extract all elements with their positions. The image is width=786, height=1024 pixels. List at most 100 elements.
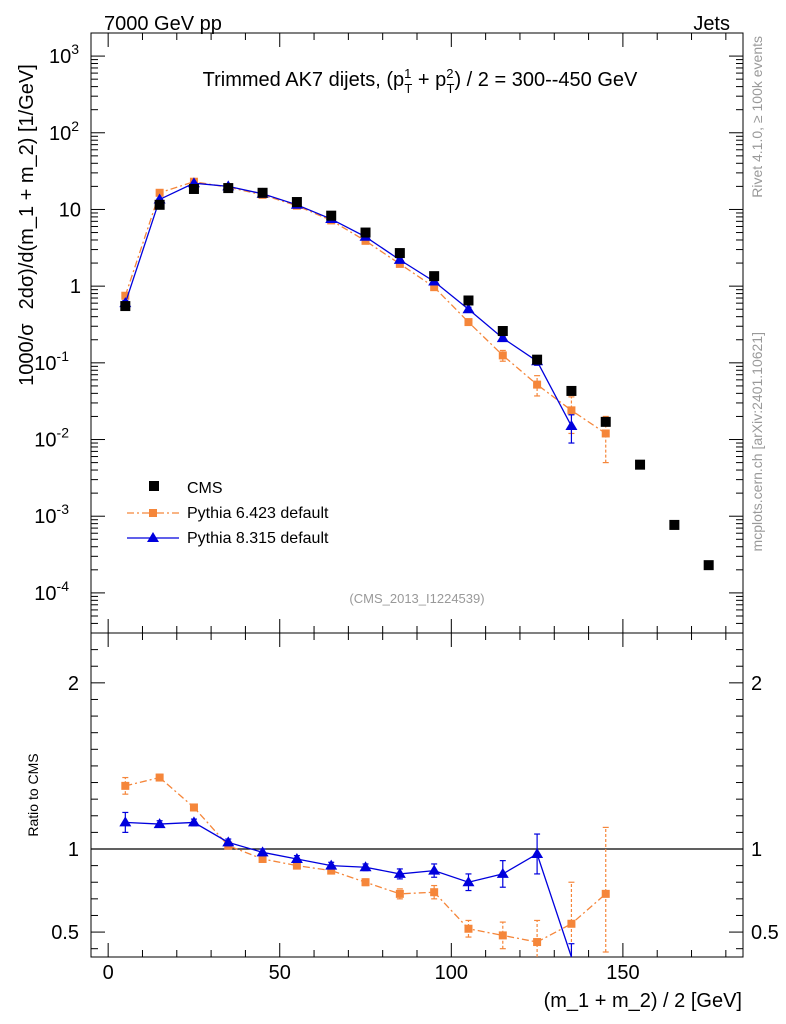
y-label-prefix: 1000/σ: [16, 323, 38, 386]
ratio-pythia6-marker: [258, 854, 267, 863]
ratio-pythia6-marker: [533, 938, 542, 947]
main-axes: 10-4 10-3 10-2 10-1 1 10 102 103: [34, 32, 743, 634]
pythia6-marker: [361, 236, 370, 245]
legend-pythia8-label: Pythia 8.315 default: [187, 530, 329, 547]
ratio-pythia8-marker: [496, 867, 509, 878]
ratio-pythia6-marker: [498, 931, 507, 940]
ratio-pythia8-marker: [222, 836, 235, 847]
pythia6-marker: [155, 188, 164, 197]
ratio-pythia8-marker: [428, 864, 441, 875]
header-left: 7000 GeV pp: [104, 13, 222, 35]
ratio-ytick-label-right: 1: [751, 839, 762, 861]
legend-cms-label: CMS: [187, 480, 223, 497]
main-ytick-label: 10-1: [34, 348, 69, 375]
pythia8-marker: [462, 303, 475, 314]
cms-marker: [188, 183, 199, 194]
ratio-pythia8-line: [125, 821, 573, 958]
pythia6-marker: [498, 351, 507, 360]
header-right: Jets: [693, 13, 730, 35]
main-title: Trimmed AK7 dijets, (p1 T + p2 T) / 2 = 30…: [203, 66, 638, 96]
ratio-pythia8-marker: [359, 861, 372, 872]
pythia6-marker: [601, 429, 610, 438]
ratio-pythia6-marker: [601, 889, 610, 898]
cms-marker: [291, 197, 302, 208]
ratio-pythia6-marker: [361, 878, 370, 887]
ratio-xtick-label: 50: [269, 962, 291, 984]
legend-cms-marker: [149, 481, 159, 491]
main-ytick-label: 102: [49, 118, 79, 145]
cms-marker: [669, 519, 680, 530]
main-ytick-exponent: -4: [57, 578, 70, 594]
title-post: ) / 2 = 300--450 GeV: [454, 69, 638, 91]
pythia6-line: [124, 181, 607, 434]
title-sup2: 2: [446, 66, 453, 81]
pythia6-marker: [464, 318, 473, 327]
pythia8-marker: [565, 420, 578, 431]
cms-marker: [703, 560, 714, 571]
cms-marker: [532, 354, 543, 365]
pythia6-marker: [121, 291, 130, 300]
ratio-pythia8-marker: [256, 846, 269, 857]
ratio-ytick-label: 2: [68, 673, 79, 695]
pythia6-marker: [533, 380, 542, 389]
ratio-xtick-label: 150: [606, 962, 639, 984]
ratio-xtick-label: 100: [435, 962, 468, 984]
pythia6-marker: [395, 259, 404, 268]
legend-pythia8-marker: [147, 532, 159, 542]
main-marks: [119, 177, 714, 571]
main-ytick-label: 1: [70, 276, 81, 298]
title-pre: Trimmed AK7 dijets, (p: [203, 69, 405, 91]
side-text-top: Rivet 4.1.0, ≥ 100k events: [749, 36, 765, 198]
main-ytick-label: 10-4: [34, 578, 69, 605]
ratio-marks: [119, 773, 610, 958]
legend: CMS Pythia 6.423 default Pythia 8.315 de…: [127, 480, 329, 547]
pythia8-marker: [496, 332, 509, 343]
cms-marker: [635, 459, 646, 470]
pythia6-marker: [567, 406, 576, 415]
cms-marker: [360, 227, 371, 238]
cms-marker: [566, 385, 577, 396]
cms-marker: [394, 248, 405, 259]
title-sub1: T: [404, 81, 412, 96]
ratio-pythia6-marker: [395, 889, 404, 898]
ratio-axes: 0.5 0.5 1 1 2 2 0 50 100 150: [51, 633, 779, 984]
cms-marker: [463, 295, 474, 306]
ratio-pythia8-marker: [119, 816, 132, 827]
main-ytick-label: 10: [59, 199, 81, 221]
legend-pythia6-marker: [149, 509, 157, 517]
cms-marker: [429, 271, 440, 282]
cms-marker: [600, 416, 611, 427]
main-ytick-exponent: 2: [71, 118, 79, 134]
pythia8-marker: [393, 253, 406, 264]
main-ytick-exponent: -2: [57, 425, 70, 441]
ratio-pythia6-marker: [567, 919, 576, 928]
cms-marker: [257, 187, 268, 198]
cms-marker: [120, 301, 131, 312]
main-ytick-label: 10-3: [34, 501, 69, 528]
y-label-main: 2dσ)/d(m_1 + m_2) [1/GeV]: [16, 64, 38, 309]
ratio-pythia8-marker: [393, 867, 406, 878]
title-mid: + p: [412, 69, 446, 91]
main-y-label: 1000/σ 2dσ)/d(m_1 + m_2) [1/GeV]: [16, 64, 38, 386]
ratio-pythia8-marker: [153, 818, 166, 829]
ratio-ytick-label-right: 0.5: [751, 922, 779, 944]
main-ytick-exponent: -1: [57, 348, 70, 364]
ratio-pythia6-line: [125, 776, 607, 943]
cms-marker: [223, 183, 234, 194]
pythia8-line: [124, 182, 572, 427]
ratio-pythia6-marker: [327, 866, 336, 875]
ratio-ytick-label: 1: [68, 839, 79, 861]
ratio-pythia8-marker: [462, 876, 475, 887]
ratio-pythia6-marker: [430, 888, 439, 897]
ratio-pythia8-marker: [531, 847, 544, 858]
ratio-ytick-label-right: 2: [751, 673, 762, 695]
ratio-pythia8-marker: [325, 859, 338, 870]
legend-pythia6-label: Pythia 6.423 default: [187, 505, 329, 522]
analysis-label: (CMS_2013_I1224539): [349, 591, 484, 606]
ratio-pythia6-marker: [121, 781, 130, 790]
cms-marker: [497, 326, 508, 337]
title-sup1: 1: [404, 66, 411, 81]
ratio-ytick-label: 0.5: [51, 922, 79, 944]
ratio-y-label: Ratio to CMS: [25, 753, 41, 836]
